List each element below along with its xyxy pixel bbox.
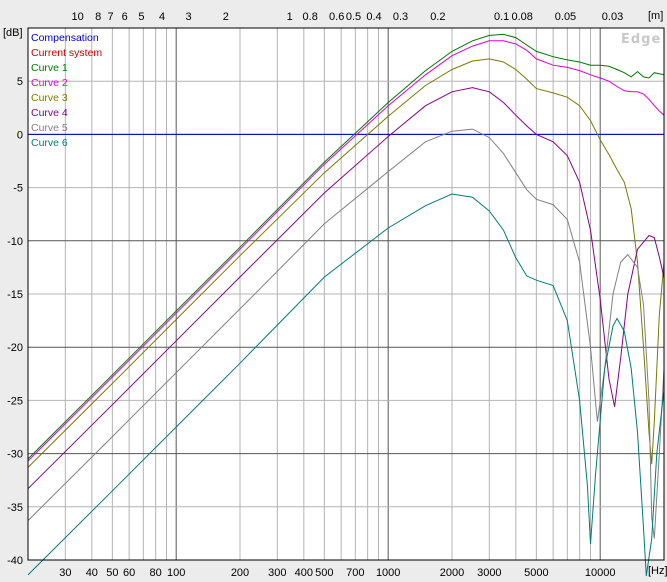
series-lines — [27, 33, 665, 577]
x-tick-label: 500 — [315, 567, 333, 579]
series-line-curve-5 — [27, 128, 665, 539]
y-tick-label: 5 — [17, 76, 23, 88]
top-tick-label: 8 — [95, 11, 101, 23]
x-tick-label: 5000 — [524, 567, 548, 579]
series-line-curve-2 — [27, 40, 665, 462]
y-tick-label: -20 — [7, 342, 23, 354]
top-tick-label: 10 — [72, 11, 84, 23]
top-tick-label: 0.5 — [346, 11, 361, 23]
top-tick-label: 0.3 — [393, 11, 408, 23]
series-line-curve-6 — [27, 193, 665, 577]
y-axis-ticks: 5 0 -5 -10 -15 -20 -25 -30 -35 -40 — [7, 76, 23, 567]
y-tick-label: -5 — [13, 183, 23, 195]
watermark: Edge — [621, 32, 661, 47]
top-tick-label: 0.05 — [555, 11, 576, 23]
top-tick-label: 1 — [287, 11, 293, 23]
top-tick-label: 0.1 — [494, 11, 509, 23]
x-axis-label: [Hz] — [648, 565, 667, 577]
legend-entry-curve-6: Curve 6 — [31, 137, 68, 149]
legend-entry-curve-5: Curve 5 — [31, 122, 68, 134]
top-tick-label: 5 — [138, 11, 144, 23]
legend-entry-current-system: Current system — [31, 47, 102, 59]
top-tick-label: 3 — [185, 11, 191, 23]
top-tick-label: 0.4 — [366, 11, 381, 23]
legend: Compensation Current system Curve 1 Curve 2… — [31, 32, 102, 149]
x-tick-label: 50 — [106, 567, 118, 579]
x-tick-label: 1000 — [376, 567, 400, 579]
x-tick-label: 700 — [346, 567, 364, 579]
x-axis-ticks: 30 40 50 60 80 100 200 300 400 500 700 1000 2000 3000… — [59, 567, 615, 579]
x-tick-label: 3000 — [477, 567, 501, 579]
top-axis-ticks: 10 8 7 6 5 4 3 2 1 0.8 0.6 0.5 0.4 0.3 0.2 0.1 0.08 0.05 0… — [72, 11, 624, 23]
top-tick-label: 7 — [107, 11, 113, 23]
legend-entry-curve-2: Curve 2 — [31, 77, 68, 89]
x-tick-label: 80 — [150, 567, 162, 579]
top-tick-label: 0.6 — [329, 11, 344, 23]
x-tick-label: 60 — [123, 567, 135, 579]
legend-entry-compensation: Compensation — [31, 32, 99, 44]
plot-frame — [27, 27, 665, 561]
y-tick-label: -35 — [7, 502, 23, 514]
y-tick-label: -15 — [7, 289, 23, 301]
series-line-curve-1 — [27, 33, 665, 460]
top-tick-label: 0.03 — [602, 11, 623, 23]
top-tick-label: 6 — [122, 11, 128, 23]
y-tick-label: -25 — [7, 395, 23, 407]
legend-entry-curve-3: Curve 3 — [31, 92, 68, 104]
legend-entry-curve-1: Curve 1 — [31, 62, 68, 74]
x-tick-label: 100 — [167, 567, 185, 579]
legend-entry-curve-4: Curve 4 — [31, 107, 68, 119]
x-tick-label: 2000 — [440, 567, 464, 579]
x-tick-label: 400 — [295, 567, 313, 579]
top-tick-label: 0.2 — [430, 11, 445, 23]
y-tick-label: -10 — [7, 236, 23, 248]
top-tick-label: 0.08 — [511, 11, 532, 23]
x-tick-label: 40 — [86, 567, 98, 579]
series-line-curve-3 — [27, 58, 665, 468]
x-tick-label: 10000 — [585, 567, 616, 579]
series-line-curve-4 — [27, 87, 665, 490]
top-tick-label: 2 — [223, 11, 229, 23]
y-tick-label: -40 — [7, 555, 23, 567]
top-tick-label: 4 — [159, 11, 165, 23]
y-tick-label: 0 — [17, 129, 23, 141]
top-tick-label: 0.8 — [303, 11, 318, 23]
y-axis-label: [dB] — [3, 27, 23, 39]
x-tick-label: 200 — [231, 567, 249, 579]
x-tick-label: 300 — [268, 567, 286, 579]
x-tick-label: 30 — [59, 567, 71, 579]
y-tick-label: -30 — [7, 449, 23, 461]
top-axis-label: [m] — [648, 10, 663, 22]
